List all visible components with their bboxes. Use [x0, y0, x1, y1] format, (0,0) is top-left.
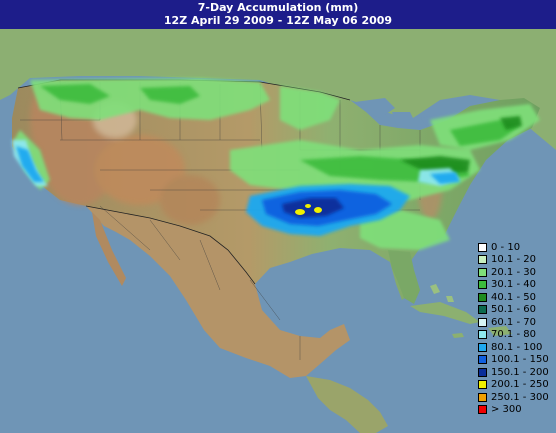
legend-label: 40.1 - 50	[491, 291, 536, 303]
precipitation-map	[0, 29, 556, 433]
legend-label: 10.1 - 20	[491, 254, 536, 266]
legend-swatch	[478, 305, 487, 315]
map-period: 12Z April 29 2009 - 12Z May 06 2009	[163, 14, 393, 27]
legend-item: 30.1 - 40	[478, 279, 556, 292]
legend-item: 0 - 10	[478, 241, 556, 254]
legend-label: 60.1 - 70	[491, 316, 536, 328]
legend-swatch	[478, 355, 487, 365]
cuba	[410, 302, 480, 324]
map-title: 7-Day Accumulation (mm)	[197, 1, 359, 14]
legend-item: 70.1 - 80	[478, 329, 556, 342]
legend-item: 40.1 - 50	[478, 291, 556, 304]
legend-swatch	[478, 255, 487, 265]
legend-item: 10.1 - 20	[478, 254, 556, 267]
legend-label: 100.1 - 150	[491, 354, 549, 366]
canada-land	[0, 29, 556, 150]
legend-label: 50.1 - 60	[491, 304, 536, 316]
legend-label: 150.1 - 200	[491, 366, 549, 378]
legend-item: 150.1 - 200	[478, 366, 556, 379]
legend-swatch	[478, 280, 487, 290]
precip-green-dark	[400, 116, 522, 174]
bahamas	[430, 284, 454, 302]
hispaniola	[488, 326, 512, 336]
mexico-land	[86, 206, 350, 378]
legend-swatch	[478, 242, 487, 252]
legend-label: > 300	[491, 404, 522, 416]
legend-item: 60.1 - 70	[478, 316, 556, 329]
legend-item: 50.1 - 60	[478, 304, 556, 317]
legend-label: 0 - 10	[491, 241, 521, 253]
precip-yellow	[295, 204, 322, 215]
legend-swatch	[478, 267, 487, 277]
legend-swatch	[478, 392, 487, 402]
central-america-land	[306, 376, 388, 433]
legend-swatch	[478, 405, 487, 415]
legend-label: 200.1 - 250	[491, 379, 549, 391]
legend-item: > 300	[478, 404, 556, 417]
map-header: 7-Day Accumulation (mm) 12Z April 29 200…	[0, 0, 556, 29]
legend-label: 30.1 - 40	[491, 279, 536, 291]
legend-item: 200.1 - 250	[478, 379, 556, 392]
legend-item: 80.1 - 100	[478, 341, 556, 354]
jamaica	[452, 333, 464, 338]
legend-swatch	[478, 380, 487, 390]
legend-item: 100.1 - 150	[478, 354, 556, 367]
legend-swatch	[478, 292, 487, 302]
legend-label: 70.1 - 80	[491, 329, 536, 341]
legend-swatch	[478, 342, 487, 352]
legend-item: 20.1 - 30	[478, 266, 556, 279]
legend-item: 250.1 - 300	[478, 391, 556, 404]
precip-legend: 0 - 10 10.1 - 20 20.1 - 30 30.1 - 40 40.1 - …	[478, 241, 556, 416]
legend-label: 250.1 - 300	[491, 391, 549, 403]
legend-label: 80.1 - 100	[491, 341, 543, 353]
legend-swatch	[478, 330, 487, 340]
florida	[388, 250, 420, 304]
baja-peninsula	[92, 212, 126, 286]
legend-swatch	[478, 317, 487, 327]
legend-swatch	[478, 367, 487, 377]
legend-label: 20.1 - 30	[491, 266, 536, 278]
